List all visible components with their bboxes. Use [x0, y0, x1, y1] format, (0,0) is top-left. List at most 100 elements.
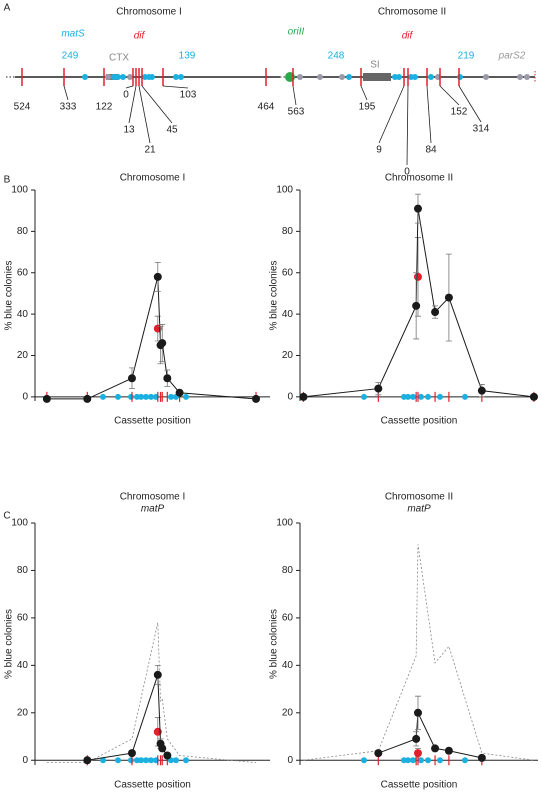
site — [105, 74, 111, 80]
mats-site — [346, 74, 352, 80]
y-tick-label: 20 — [17, 707, 29, 718]
data-point — [431, 744, 440, 753]
data-point — [163, 751, 172, 760]
y-tick-label: 100 — [276, 185, 293, 196]
data-point — [153, 670, 162, 679]
site — [339, 74, 345, 80]
site-label: matS — [61, 29, 85, 40]
series-line — [378, 710, 482, 759]
distance-label: 524 — [14, 102, 31, 113]
mats-site — [412, 74, 418, 80]
mats-site — [405, 757, 411, 764]
mats-site — [410, 393, 416, 400]
mats-site — [361, 757, 367, 764]
site — [317, 74, 323, 80]
mats-site — [115, 393, 121, 400]
y-tick-label: 100 — [11, 518, 28, 529]
site — [517, 74, 523, 80]
mats-site — [120, 74, 126, 80]
mats-site — [138, 757, 144, 764]
data-point — [529, 392, 538, 401]
data-point — [127, 749, 136, 758]
panel-letter: A — [4, 3, 11, 14]
chromosome-title: Chromosome I — [116, 7, 182, 18]
distance-label: 152 — [451, 107, 468, 118]
y-axis-label: % blue colonies — [269, 260, 280, 330]
si-element — [363, 73, 391, 81]
mats-site — [396, 74, 402, 80]
mats-site — [410, 757, 416, 764]
mats-site — [100, 757, 106, 764]
y-tick-label: 20 — [282, 350, 294, 361]
panel-letter: B — [4, 175, 11, 186]
site — [297, 74, 303, 80]
y-tick-label: 60 — [17, 613, 29, 624]
distance-label: 45 — [166, 125, 178, 136]
data-point — [252, 394, 261, 403]
data-point — [431, 308, 440, 317]
mats-site — [425, 393, 431, 400]
y-tick-label: 80 — [282, 565, 294, 576]
mats-site — [178, 74, 184, 80]
chart-title: Chromosome II — [385, 492, 453, 503]
leader — [138, 85, 151, 144]
mats-site — [173, 757, 179, 764]
mats-site — [143, 393, 149, 400]
site-label: 219 — [458, 51, 475, 62]
site-label: parS2 — [498, 51, 526, 62]
leader — [141, 85, 173, 124]
data-point — [412, 734, 421, 743]
y-tick-label: 100 — [276, 518, 293, 529]
distance-label: 103 — [180, 90, 197, 101]
distance-label: 0 — [123, 90, 129, 101]
chromosome-title: Chromosome II — [378, 7, 446, 18]
data-point — [83, 394, 92, 403]
leader — [292, 85, 297, 106]
data-point — [413, 272, 422, 281]
series-line — [303, 544, 534, 761]
leader — [360, 85, 368, 101]
leader — [128, 85, 137, 124]
data-point — [153, 272, 162, 281]
mats-site — [128, 393, 134, 400]
data-point — [413, 749, 422, 758]
site — [127, 74, 133, 80]
chart-subtitle: matP — [407, 504, 431, 515]
y-axis-label: % blue colonies — [4, 609, 15, 679]
distance-label: 21 — [144, 145, 156, 156]
distance-label: 122 — [96, 102, 113, 113]
data-point — [158, 339, 167, 348]
x-axis-label: Cassette position — [381, 416, 458, 427]
leader — [162, 85, 189, 89]
y-tick-label: 40 — [17, 660, 29, 671]
site — [524, 74, 530, 80]
data-point — [374, 749, 383, 758]
x-axis-label: Cassette position — [114, 416, 191, 427]
site-label: dif — [402, 31, 414, 42]
y-tick-label: 60 — [17, 267, 29, 278]
series-line — [46, 276, 257, 400]
data-point — [374, 384, 383, 393]
mats-site — [138, 393, 144, 400]
leader — [426, 85, 432, 144]
data-point — [412, 301, 421, 310]
y-tick-label: 80 — [17, 226, 29, 237]
y-tick-label: 40 — [282, 660, 294, 671]
y-tick-label: 60 — [282, 267, 294, 278]
mats-site — [425, 757, 431, 764]
chart-title: Chromosome I — [120, 173, 186, 184]
site-label: SI — [370, 60, 379, 71]
mats-site — [173, 74, 179, 80]
mats-site — [361, 393, 367, 400]
mats-site — [100, 393, 106, 400]
x-axis-label: Cassette position — [114, 780, 191, 791]
mats-site — [183, 757, 189, 764]
y-tick-label: 40 — [282, 309, 294, 320]
y-tick-label: 20 — [17, 350, 29, 361]
data-point — [83, 756, 92, 765]
distance-label: 195 — [359, 102, 376, 113]
data-point — [163, 374, 172, 383]
mats-site — [462, 757, 468, 764]
distance-label: 563 — [288, 107, 305, 118]
y-tick-label: 60 — [282, 613, 294, 624]
